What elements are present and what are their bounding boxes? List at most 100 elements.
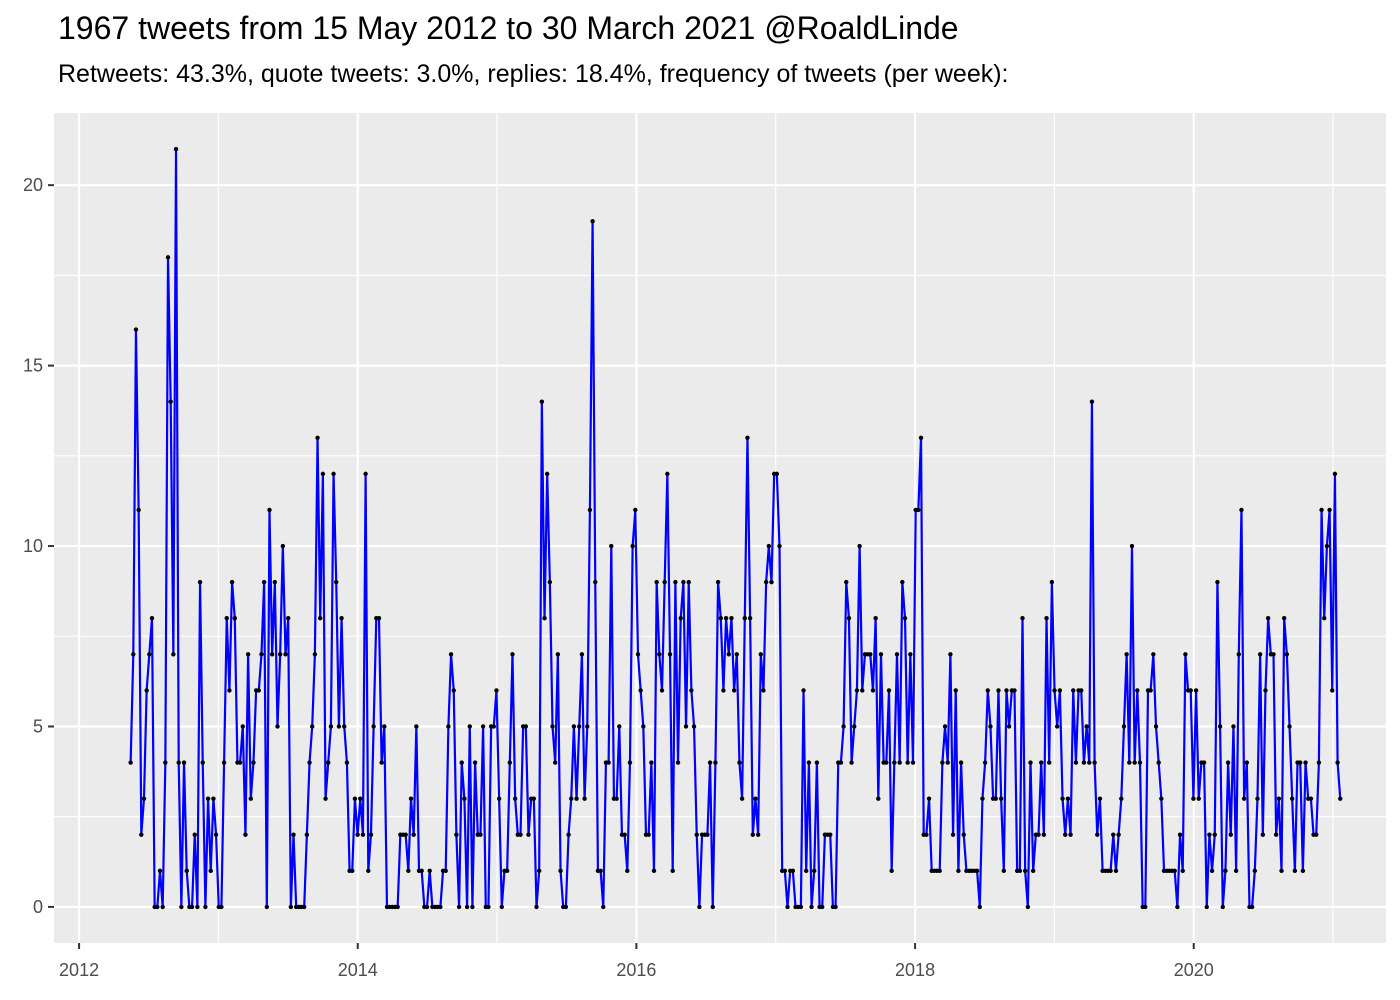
- data-point: [691, 724, 697, 729]
- data-point: [790, 868, 796, 874]
- data-point: [1038, 760, 1044, 765]
- data-point: [443, 868, 448, 874]
- data-point: [745, 435, 750, 440]
- data-point: [1239, 507, 1244, 513]
- data-point: [641, 724, 646, 729]
- data-point: [547, 579, 553, 585]
- data-point: [403, 832, 408, 837]
- data-point: [408, 796, 414, 801]
- data-point: [328, 724, 334, 729]
- data-point: [635, 652, 641, 657]
- data-point: [1212, 832, 1217, 837]
- axis-ticks: [48, 184, 1195, 949]
- data-point: [889, 868, 894, 874]
- data-point: [342, 724, 347, 729]
- data-point: [689, 688, 694, 693]
- data-point: [937, 868, 942, 874]
- data-point: [1223, 868, 1228, 874]
- data-point: [454, 832, 459, 837]
- data-point: [213, 832, 219, 837]
- data-point: [283, 652, 288, 657]
- data-point: [1327, 507, 1332, 513]
- data-point: [1263, 688, 1268, 693]
- data-point: [993, 796, 998, 801]
- data-point: [1047, 760, 1052, 765]
- data-point: [197, 579, 203, 585]
- data-point: [1030, 868, 1036, 874]
- data-point: [766, 543, 772, 549]
- x-axis-tick-labels: 2012 2014 2016 2018 2020: [59, 960, 1214, 980]
- data-point: [1052, 688, 1057, 693]
- data-point: [1281, 616, 1287, 621]
- data-point: [496, 796, 502, 801]
- data-point: [1284, 652, 1290, 657]
- data-point: [558, 868, 563, 874]
- data-point: [782, 868, 788, 874]
- data-point: [884, 760, 889, 765]
- data-point: [534, 904, 539, 910]
- data-point: [1087, 760, 1092, 765]
- data-point: [750, 832, 755, 837]
- data-point: [860, 688, 865, 693]
- data-point: [219, 904, 224, 910]
- data-point: [1004, 688, 1009, 693]
- data-point: [614, 796, 619, 801]
- data-point: [472, 760, 478, 765]
- data-point: [705, 832, 710, 837]
- data-point: [277, 652, 283, 657]
- data-point: [1228, 832, 1233, 837]
- data-point: [892, 760, 897, 765]
- data-point: [227, 688, 232, 693]
- data-point: [1209, 868, 1215, 874]
- data-point: [1044, 616, 1049, 621]
- data-point: [368, 832, 374, 837]
- data-point: [419, 868, 424, 874]
- data-point: [331, 471, 336, 477]
- data-point: [1055, 724, 1060, 729]
- data-point: [1132, 760, 1137, 765]
- data-point: [726, 652, 731, 657]
- data-point: [662, 579, 667, 585]
- data-point: [155, 904, 160, 910]
- data-point: [1049, 579, 1055, 585]
- data-point: [1012, 688, 1017, 693]
- data-point: [133, 327, 139, 332]
- data-point: [617, 724, 622, 729]
- data-point: [649, 760, 654, 765]
- data-point: [550, 724, 555, 729]
- data-point: [464, 904, 470, 910]
- data-point: [625, 868, 630, 874]
- data-point: [163, 760, 168, 765]
- data-point: [1057, 688, 1063, 693]
- data-point: [352, 796, 358, 801]
- data-point: [1225, 760, 1231, 765]
- data-point: [280, 543, 286, 549]
- data-point: [1148, 688, 1153, 693]
- data-point: [852, 724, 857, 729]
- data-point: [1089, 399, 1095, 404]
- data-point: [742, 616, 747, 621]
- data-point: [446, 724, 451, 729]
- data-point: [820, 904, 825, 910]
- data-point: [737, 760, 742, 765]
- data-point: [945, 760, 950, 765]
- data-point: [841, 724, 846, 729]
- data-point: [1308, 796, 1314, 801]
- data-point: [1335, 760, 1340, 765]
- data-point: [371, 724, 376, 729]
- data-point: [1271, 652, 1276, 657]
- data-point: [873, 616, 878, 621]
- chart-title: 1967 tweets from 15 May 2012 to 30 March…: [58, 10, 959, 46]
- data-point: [192, 832, 197, 837]
- data-point: [849, 760, 854, 765]
- data-point: [536, 868, 542, 874]
- data-point: [718, 616, 723, 621]
- data-point: [950, 832, 956, 837]
- data-point: [499, 904, 504, 910]
- data-point: [1073, 760, 1079, 765]
- data-point: [259, 652, 264, 657]
- data-point: [910, 760, 916, 765]
- data-point: [1156, 760, 1161, 765]
- data-point: [1260, 832, 1266, 837]
- data-point: [1257, 652, 1263, 657]
